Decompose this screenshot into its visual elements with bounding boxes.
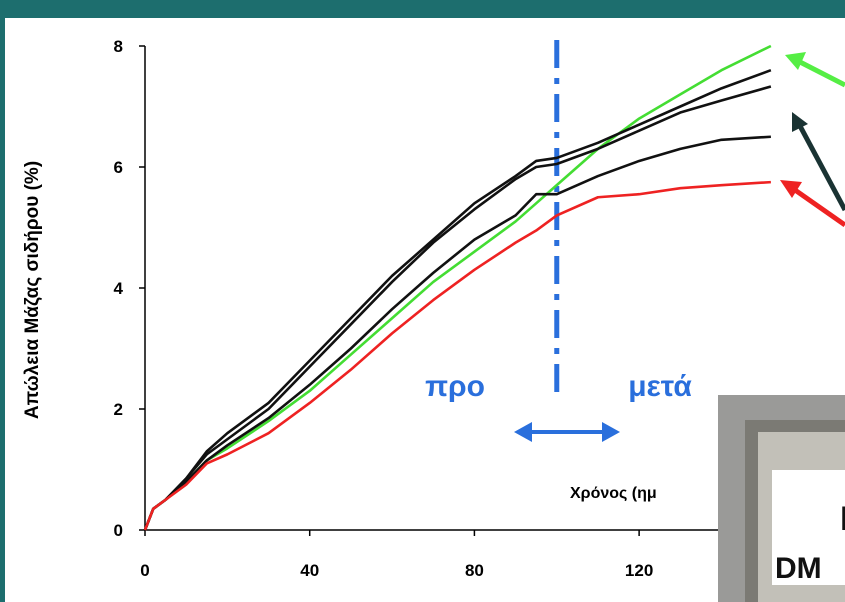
double-arrow — [514, 422, 620, 442]
pointer-arrows — [780, 52, 845, 228]
y-tick-label: 2 — [114, 400, 123, 419]
y-tick-label: 6 — [114, 158, 123, 177]
x-tick-label: 40 — [300, 561, 319, 580]
annotation: μετά — [628, 370, 692, 403]
y-tick-label: 4 — [114, 279, 124, 298]
photo: I DM — [718, 395, 845, 602]
photo-text: DM — [775, 552, 822, 585]
y-tick-label: 0 — [114, 521, 123, 540]
x-tick-label: 0 — [140, 561, 149, 580]
data-line — [143, 135, 771, 531]
y-tick-label: 8 — [114, 37, 123, 56]
data-line — [143, 85, 772, 531]
annotation: προ — [425, 370, 485, 403]
data-line — [143, 180, 771, 531]
y-axis-label: Απώλεια Μάζας σιδήρου (%) — [22, 161, 43, 419]
x-tick-label: 120 — [625, 561, 653, 580]
x-axis-label: Χρόνος (ημ — [570, 485, 657, 502]
photo-glyph: I — [840, 500, 845, 538]
x-tick-label: 80 — [465, 561, 484, 580]
